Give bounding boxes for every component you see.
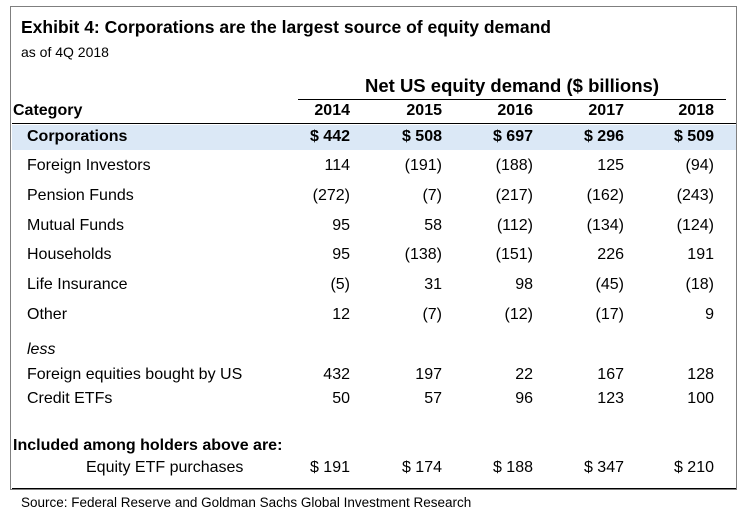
row-label: Foreign equities bought by US xyxy=(27,366,243,383)
cell-2015: $ 174 xyxy=(401,459,442,476)
cell-2015: (7) xyxy=(422,187,442,204)
table-row-households: Households 95 (138) (151) 226 191 xyxy=(0,246,748,268)
cell-2017: 123 xyxy=(597,390,624,407)
table-row-other: Other 12 (7) (12) (17) 9 xyxy=(0,306,748,328)
row-label: Corporations xyxy=(27,128,128,145)
cell-2018: (243) xyxy=(676,187,714,204)
row-label: Credit ETFs xyxy=(27,390,113,407)
included-header: Included among holders above are: xyxy=(13,437,283,454)
cell-2018: (124) xyxy=(676,217,714,234)
cell-2018: 9 xyxy=(705,306,714,323)
table-row-credit-etfs: Credit ETFs 50 57 96 123 100 xyxy=(0,390,748,412)
cell-2015: (7) xyxy=(422,306,442,323)
row-label: Households xyxy=(27,246,112,263)
cell-2015: (138) xyxy=(404,246,442,263)
year-header-2016: 2016 xyxy=(497,102,533,119)
cell-2017: $ 296 xyxy=(583,128,624,145)
cell-2015: (191) xyxy=(404,157,442,174)
cell-2018: 100 xyxy=(687,390,714,407)
table-row-life-insurance: Life Insurance (5) 31 98 (45) (18) xyxy=(0,276,748,298)
row-label: Foreign Investors xyxy=(27,157,151,174)
cell-2015: 58 xyxy=(424,217,442,234)
year-header-2017: 2017 xyxy=(588,102,624,119)
cell-2014: 95 xyxy=(332,217,350,234)
cell-2018: $ 210 xyxy=(673,459,714,476)
cell-2016: 98 xyxy=(515,276,533,293)
corporations-highlight xyxy=(12,125,736,150)
cell-2016: (188) xyxy=(495,157,533,174)
cell-2016: (151) xyxy=(495,246,533,263)
cell-2017: (45) xyxy=(595,276,624,293)
cell-2014: (5) xyxy=(330,276,350,293)
table-row-mutual-funds: Mutual Funds 95 58 (112) (134) (124) xyxy=(0,217,748,239)
less-label: less xyxy=(27,341,56,358)
cell-2014: $ 191 xyxy=(309,459,350,476)
cell-2015: 197 xyxy=(415,366,442,383)
cell-2018: (94) xyxy=(685,157,714,174)
exhibit-frame xyxy=(10,6,737,490)
table-row-pension-funds: Pension Funds (272) (7) (217) (162) (243) xyxy=(0,187,748,209)
cell-2014: 432 xyxy=(323,366,350,383)
year-header-2015: 2015 xyxy=(406,102,442,119)
cell-2014: 12 xyxy=(332,306,350,323)
row-label: Other xyxy=(27,306,68,323)
cell-2014: 95 xyxy=(332,246,350,263)
cell-2014: 114 xyxy=(324,157,350,174)
cell-2014: 50 xyxy=(332,390,350,407)
cell-2016: (12) xyxy=(504,306,533,323)
row-label: Equity ETF purchases xyxy=(86,459,244,476)
table-title: Net US equity demand ($ billions) xyxy=(365,75,659,96)
cell-2016: $ 188 xyxy=(492,459,533,476)
exhibit-subtitle: as of 4Q 2018 xyxy=(21,44,109,60)
table-row-corporations: Corporations $ 442 $ 508 $ 697 $ 296 $ 509 xyxy=(0,128,748,150)
cell-2016: (112) xyxy=(496,217,533,234)
cell-2017: (162) xyxy=(586,187,624,204)
cell-2016: (217) xyxy=(495,187,533,204)
cell-2017: 167 xyxy=(597,366,624,383)
cell-2015: 57 xyxy=(424,390,442,407)
row-label: Life Insurance xyxy=(27,276,128,293)
bottom-rule xyxy=(12,488,736,489)
table-row-foreign-investors: Foreign Investors 114 (191) (188) 125 (94) xyxy=(0,157,748,179)
cell-2016: 96 xyxy=(515,390,533,407)
cell-2018: 191 xyxy=(687,246,714,263)
cell-2016: $ 697 xyxy=(492,128,533,145)
cell-2015: 31 xyxy=(424,276,442,293)
table-row-equity-etf-purchases: Equity ETF purchases $ 191 $ 174 $ 188 $ 347… xyxy=(0,459,748,481)
cell-2017: 226 xyxy=(597,246,624,263)
exhibit-title: Exhibit 4: Corporations are the largest … xyxy=(21,17,551,37)
source-note: Source: Federal Reserve and Goldman Sach… xyxy=(21,495,472,510)
cell-2016: 22 xyxy=(515,366,533,383)
category-header: Category xyxy=(13,102,83,119)
cell-2018: 128 xyxy=(687,366,714,383)
cell-2017: $ 347 xyxy=(583,459,624,476)
cell-2017: (134) xyxy=(586,217,624,234)
cell-2018: $ 509 xyxy=(673,128,714,145)
cell-2015: $ 508 xyxy=(401,128,442,145)
row-label: Pension Funds xyxy=(27,187,134,204)
year-header-2018: 2018 xyxy=(678,102,714,119)
cell-2017: 125 xyxy=(597,157,624,174)
row-label: Mutual Funds xyxy=(27,217,124,234)
cell-2014: (272) xyxy=(312,187,350,204)
cell-2014: $ 442 xyxy=(309,128,350,145)
title-underline xyxy=(298,99,726,100)
cell-2017: (17) xyxy=(595,306,624,323)
year-header-2014: 2014 xyxy=(314,102,350,119)
cell-2018: (18) xyxy=(685,276,714,293)
header-underline xyxy=(12,123,736,124)
table-row-foreign-equities-bought-by-us: Foreign equities bought by US 432 197 22 167… xyxy=(0,366,748,388)
